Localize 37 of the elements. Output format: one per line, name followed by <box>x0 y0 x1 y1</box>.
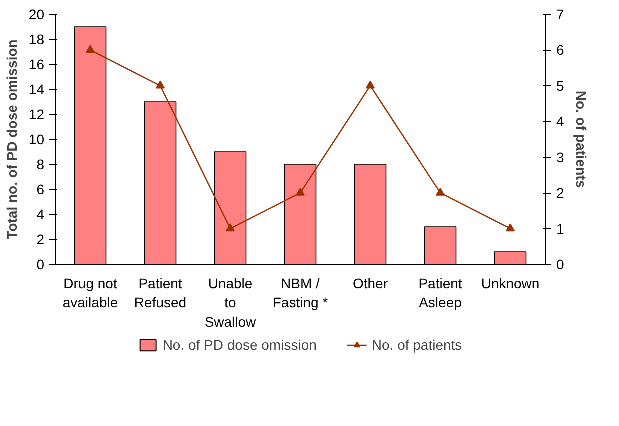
y2-axis-title: No. of patients <box>573 90 590 188</box>
x-tick-label: Other <box>352 276 388 292</box>
y-tick-label: 2 <box>36 232 45 248</box>
x-tick-label: Unknown <box>481 276 540 292</box>
y-tick-label: 14 <box>28 82 45 98</box>
x-tick-label: Patient Asleep <box>418 276 462 311</box>
y-tick-label: 20 <box>28 6 45 22</box>
x-tick-label: Patient Refused <box>134 276 187 311</box>
y-tick-label: 6 <box>36 182 45 198</box>
y-tick-label: 4 <box>36 206 45 222</box>
x-tick-label: Unable to Swallow <box>204 276 258 330</box>
y2-tick-label: 5 <box>556 78 564 94</box>
legend-label: No. of PD dose omission <box>162 337 317 353</box>
y2-tick-label: 2 <box>556 185 564 202</box>
point <box>436 188 445 196</box>
x-tick-label: NBM / Fasting * <box>272 276 329 311</box>
point <box>86 45 95 54</box>
point <box>226 224 235 232</box>
y2-tick-label: 1 <box>556 220 564 237</box>
y-tick-label: 8 <box>36 156 45 172</box>
y-tick-label: 12 <box>28 106 45 122</box>
y-axis-title: Total no. of PD dose omission <box>4 40 20 240</box>
point <box>366 80 375 89</box>
y-tick-label: 10 <box>28 132 45 148</box>
y2-tick-label: 6 <box>556 42 564 58</box>
x-tick-label: Drug not available <box>62 276 118 311</box>
y2-tick-label: 3 <box>556 149 564 166</box>
y2-tick-label: 4 <box>556 114 564 130</box>
point <box>506 224 515 232</box>
point <box>296 188 305 196</box>
y2-tick-label: 0 <box>556 256 564 272</box>
y-tick-label: 0 <box>36 256 45 272</box>
y2-tick-label: 7 <box>556 6 564 22</box>
y-tick-label: 18 <box>28 32 45 48</box>
y-tick-label: 16 <box>28 56 45 72</box>
legend-label: No. of patients <box>372 337 462 353</box>
point <box>156 80 165 89</box>
